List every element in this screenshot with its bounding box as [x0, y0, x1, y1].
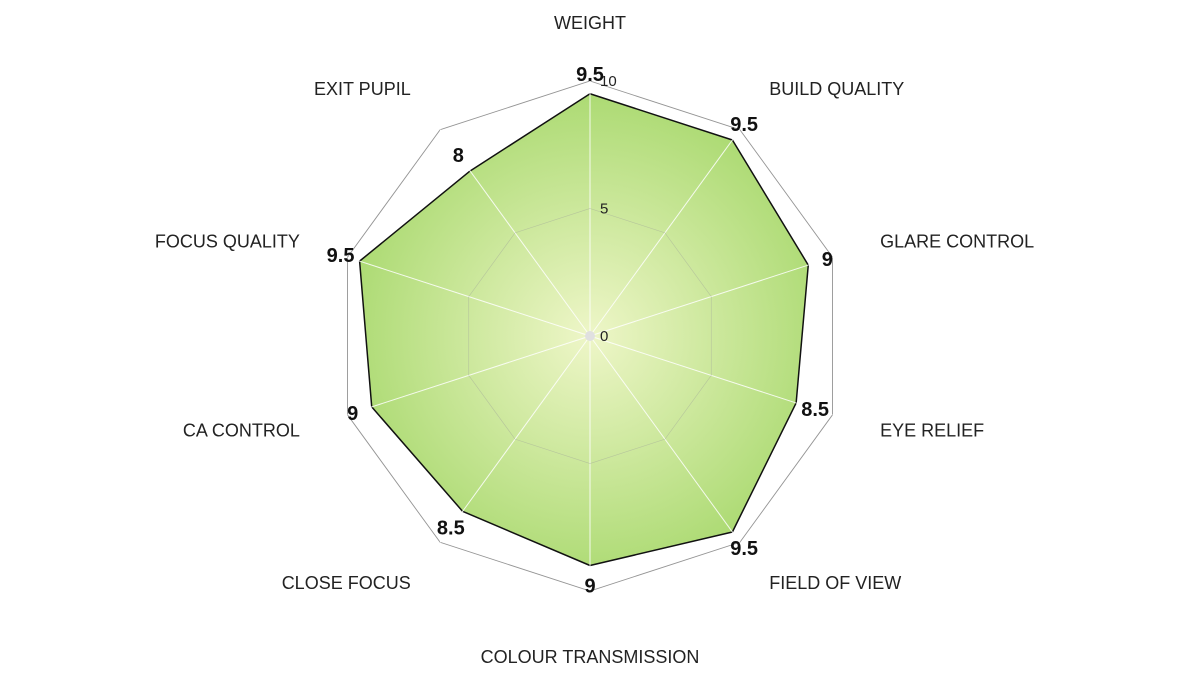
series-layer	[358, 93, 810, 567]
spoke-9	[439, 129, 591, 337]
data-label-4: 9.5	[730, 538, 758, 560]
spoke-4	[589, 335, 741, 543]
axis-label-4: FIELD OF VIEW	[769, 573, 901, 593]
tick-label-10: 10	[600, 73, 617, 90]
axis-label-1: BUILD QUALITY	[769, 79, 904, 99]
data-label-2: 9	[822, 249, 833, 271]
spoke-3	[589, 335, 833, 416]
series-area	[358, 93, 810, 567]
axis-label-0: WEIGHT	[554, 13, 626, 33]
spoke-2	[589, 256, 833, 337]
axis-labels: WEIGHT BUILD QUALITY GLARE CONTROL EYE RELI…	[155, 13, 1034, 667]
data-label-5: 9	[584, 576, 595, 598]
spoke-6	[439, 335, 591, 543]
data-label-7: 9	[347, 403, 358, 425]
tick-label-5: 5	[600, 201, 608, 218]
spoke-1	[589, 129, 741, 337]
spoke-7	[347, 335, 591, 416]
data-label-3: 8.5	[801, 399, 829, 421]
inner-grid-ring	[468, 208, 712, 464]
axis-label-5: COLOUR TRANSMISSION	[481, 647, 700, 667]
spoke-layer	[347, 81, 833, 591]
data-label-1: 9.5	[730, 114, 758, 136]
axis-label-2: GLARE CONTROL	[880, 232, 1034, 252]
axis-label-9: EXIT PUPIL	[314, 79, 411, 99]
center-dot	[585, 331, 595, 341]
data-labels: 9.5 9.5 9 8.5 9.5 9 8.5 9 9.5 8	[327, 64, 833, 598]
axis-label-6: CLOSE FOCUS	[282, 573, 411, 593]
axis-label-3: EYE RELIEF	[880, 420, 984, 440]
data-label-0: 9.5	[576, 64, 604, 86]
data-label-8: 9.5	[327, 245, 355, 267]
data-label-9: 8	[453, 145, 464, 167]
tick-label-0: 0	[600, 328, 608, 345]
tick-labels: 0 5 10	[600, 73, 617, 345]
spoke-8	[347, 256, 591, 337]
axis-label-7: CA CONTROL	[183, 420, 300, 440]
axis-label-8: FOCUS QUALITY	[155, 232, 300, 252]
data-label-6: 8.5	[437, 518, 465, 540]
